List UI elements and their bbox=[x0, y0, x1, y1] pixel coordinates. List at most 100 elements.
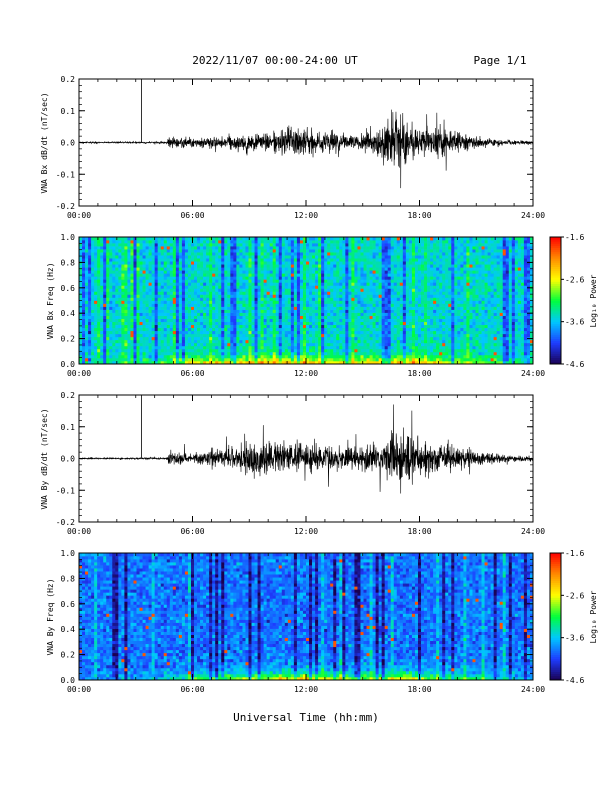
spectrogram-cell bbox=[354, 309, 358, 313]
spectrogram-cell bbox=[91, 348, 95, 353]
spectrogram-cell bbox=[166, 273, 171, 277]
spectrogram-cell bbox=[275, 324, 280, 329]
spectrogram-cell bbox=[224, 288, 228, 292]
spectrogram-cell bbox=[318, 336, 322, 341]
spectrogram-cell bbox=[309, 339, 313, 344]
spectrogram-cell bbox=[330, 252, 334, 256]
spectrogram-cell bbox=[215, 267, 219, 271]
spectrogram-cell bbox=[97, 255, 101, 259]
spectrogram-cell bbox=[351, 270, 355, 274]
spectrogram-cell bbox=[242, 270, 246, 274]
spectrogram-cell bbox=[405, 327, 410, 332]
spectrogram-cell bbox=[154, 300, 159, 304]
spectrogram-cell bbox=[121, 330, 125, 335]
spectrogram-cell bbox=[287, 243, 292, 247]
spectrogram-cell bbox=[197, 357, 201, 362]
spectrogram-cell bbox=[187, 327, 192, 332]
spectrogram-cell bbox=[257, 243, 261, 247]
spectrogram-cell bbox=[375, 345, 379, 350]
spectrogram-cell bbox=[151, 312, 156, 316]
spectrogram-cell bbox=[318, 330, 322, 335]
spectrogram-cell bbox=[142, 261, 146, 265]
spectrogram-cell bbox=[169, 354, 174, 359]
spectrogram-cell bbox=[157, 252, 162, 256]
spectrogram-cell bbox=[393, 246, 398, 250]
spectrogram-cell bbox=[251, 282, 255, 286]
spectrogram-cell bbox=[242, 303, 246, 307]
spectrogram-cell bbox=[212, 291, 216, 295]
spectrogram-cell bbox=[369, 237, 373, 241]
spectrogram-cell bbox=[106, 360, 110, 365]
spectrogram-cell bbox=[302, 351, 307, 356]
spectrogram-cell bbox=[287, 279, 292, 283]
spectrogram-cell bbox=[115, 339, 119, 344]
spectrogram-cell bbox=[278, 354, 283, 359]
spectrogram-cell bbox=[405, 360, 410, 365]
spectrogram-cell bbox=[299, 348, 304, 353]
spectrogram-cell bbox=[281, 246, 286, 250]
spectrogram-cell bbox=[187, 342, 192, 347]
spectrogram-cell bbox=[384, 321, 389, 326]
spectrogram-cell bbox=[405, 351, 410, 356]
spectrogram-cell bbox=[245, 318, 249, 323]
spectrogram-cell bbox=[266, 327, 271, 332]
spectrogram-cell bbox=[357, 303, 361, 307]
spectrogram-cell bbox=[91, 345, 95, 350]
spectrogram-cell bbox=[408, 279, 413, 283]
spectrogram-cell bbox=[245, 336, 249, 341]
spectrogram-cell bbox=[393, 336, 398, 341]
spectrogram-cell bbox=[306, 342, 310, 347]
spectrogram-cell bbox=[293, 303, 298, 307]
spectrogram-cell bbox=[233, 294, 237, 298]
spectrogram-cell bbox=[299, 321, 304, 326]
spectrogram-cell bbox=[309, 348, 313, 353]
spectrogram-cell bbox=[206, 360, 210, 365]
spectrogram-cell bbox=[284, 300, 289, 304]
spectrogram-cell bbox=[212, 327, 216, 332]
spectrogram-cell bbox=[363, 276, 367, 280]
spectrogram-cell bbox=[296, 264, 301, 268]
spectrogram-cell bbox=[369, 309, 373, 313]
spectrogram-cell bbox=[190, 267, 195, 271]
spectrogram-cell bbox=[121, 249, 125, 253]
spectrogram-cell bbox=[405, 288, 410, 292]
spectrogram-cell bbox=[178, 342, 183, 347]
spectrogram-cell bbox=[339, 294, 343, 298]
spectrogram-cell bbox=[82, 303, 86, 307]
spectrogram-cell bbox=[324, 240, 328, 244]
spectrogram-cell bbox=[181, 294, 186, 298]
spectrogram-cell bbox=[224, 267, 228, 271]
spectrogram-cell bbox=[357, 354, 361, 359]
spectrogram-cell bbox=[103, 282, 107, 286]
spectrogram-cell bbox=[157, 270, 162, 274]
spectrogram-cell bbox=[157, 261, 162, 265]
spectrogram-cell bbox=[287, 348, 292, 353]
spectrogram-cell bbox=[315, 264, 319, 268]
spectrogram-cell bbox=[200, 294, 204, 298]
spectrogram-cell bbox=[197, 291, 201, 295]
spectrogram-cell bbox=[175, 360, 180, 365]
spectrogram-cell bbox=[206, 261, 210, 265]
spectrogram-cell bbox=[100, 354, 104, 359]
spectrogram-cell bbox=[127, 294, 131, 298]
spectrogram-cell bbox=[375, 351, 379, 356]
spectrogram-cell bbox=[312, 240, 316, 244]
spectrogram-cell bbox=[139, 246, 143, 250]
spectrogram-cell bbox=[106, 312, 110, 316]
spectrogram-cell bbox=[293, 282, 298, 286]
spectrogram-cell bbox=[284, 267, 289, 271]
spectrogram-cell bbox=[133, 237, 137, 241]
spectrogram-cell bbox=[284, 276, 289, 280]
spectrogram-cell bbox=[181, 357, 186, 362]
spectrogram-cell bbox=[118, 291, 122, 295]
spectrogram-cell bbox=[239, 246, 243, 250]
spectrogram-cell bbox=[233, 309, 237, 313]
spectrogram-cell bbox=[112, 351, 116, 356]
spectrogram-cell bbox=[421, 294, 425, 298]
spectrogram-cell bbox=[194, 297, 198, 301]
spectrogram-cell bbox=[221, 279, 225, 283]
spectrogram-cell bbox=[94, 279, 98, 283]
spectrogram-cell bbox=[163, 264, 168, 268]
spectrogram-cell bbox=[333, 303, 337, 307]
spectrogram-cell bbox=[345, 288, 349, 292]
